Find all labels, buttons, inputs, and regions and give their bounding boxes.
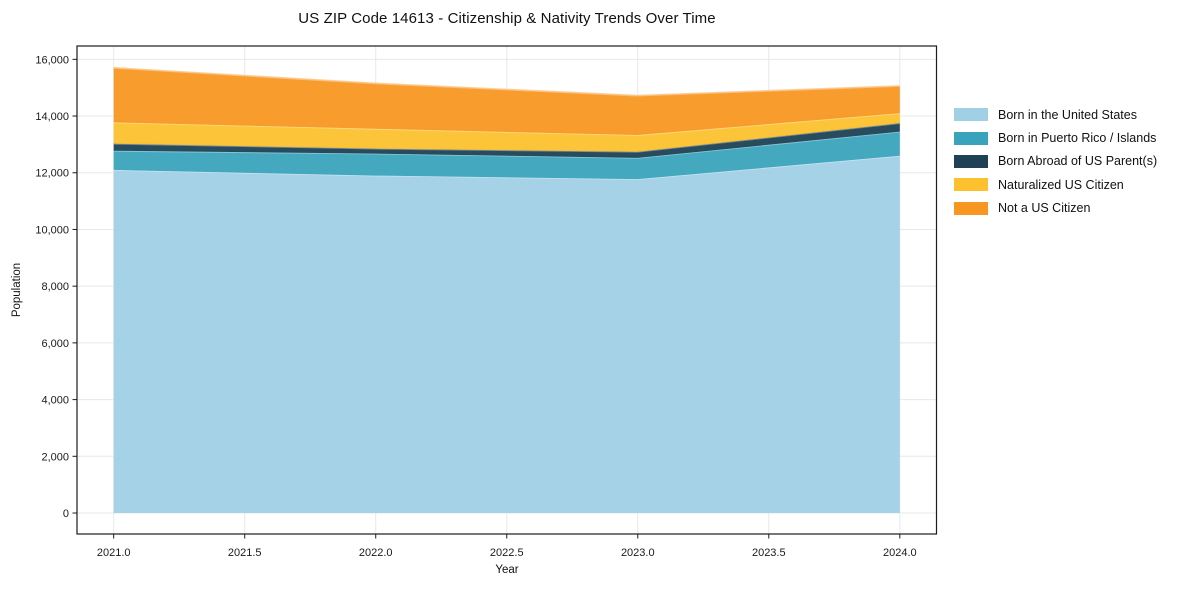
y-tick-label: 12,000 (35, 168, 69, 180)
legend-item: Born in the United States (954, 103, 1157, 126)
x-tick-label: 2021.0 (97, 547, 131, 559)
legend-swatch-icon (954, 154, 988, 168)
legend-item: Not a US Citizen (954, 197, 1157, 220)
y-tick-label: 0 (63, 508, 69, 520)
x-tick-label: 2022.5 (490, 547, 524, 559)
y-tick-label: 8,000 (41, 281, 69, 293)
legend-swatch-icon (954, 178, 988, 192)
legend-label: Born in Puerto Rico / Islands (998, 131, 1157, 146)
chart-title: US ZIP Code 14613 - Citizenship & Nativi… (298, 10, 716, 27)
chart-area-4 (113, 67, 900, 136)
y-tick-label: 6,000 (41, 338, 69, 350)
chart-area-1 (113, 131, 900, 180)
y-tick-label: 14,000 (35, 111, 69, 123)
y-tick-label: 16,000 (35, 54, 69, 66)
legend-swatch-icon (954, 201, 988, 215)
legend-swatch-icon (954, 108, 988, 122)
legend-item: Born Abroad of US Parent(s) (954, 150, 1157, 173)
x-tick-label: 2023.0 (621, 547, 655, 559)
chart-area-edge-0 (113, 154, 900, 181)
y-axis-label: Population (11, 262, 23, 318)
x-tick-label: 2023.5 (752, 547, 786, 559)
y-tick-label: 2,000 (41, 451, 69, 463)
x-axis-label: Year (495, 564, 519, 576)
legend-label: Born Abroad of US Parent(s) (998, 154, 1158, 169)
x-tick-label: 2024.0 (883, 547, 917, 559)
chart-area-2 (113, 123, 900, 158)
y-tick-label: 4,000 (41, 395, 69, 407)
y-tick-label: 10,000 (35, 224, 69, 236)
x-tick-label: 2021.5 (228, 547, 262, 559)
chart-legend: Born in the United States Born in Puerto … (954, 103, 1157, 220)
legend-label: Born in the United States (998, 107, 1137, 122)
chart-area-edge-4 (113, 66, 900, 97)
x-tick-label: 2022.0 (359, 547, 393, 559)
chart-area-0 (113, 155, 900, 514)
legend-label: Naturalized US Citizen (998, 177, 1124, 192)
legend-item: Born in Puerto Rico / Islands (954, 126, 1157, 149)
legend-swatch-icon (954, 131, 988, 145)
legend-item: Naturalized US Citizen (954, 173, 1157, 196)
legend-label: Not a US Citizen (998, 201, 1091, 216)
